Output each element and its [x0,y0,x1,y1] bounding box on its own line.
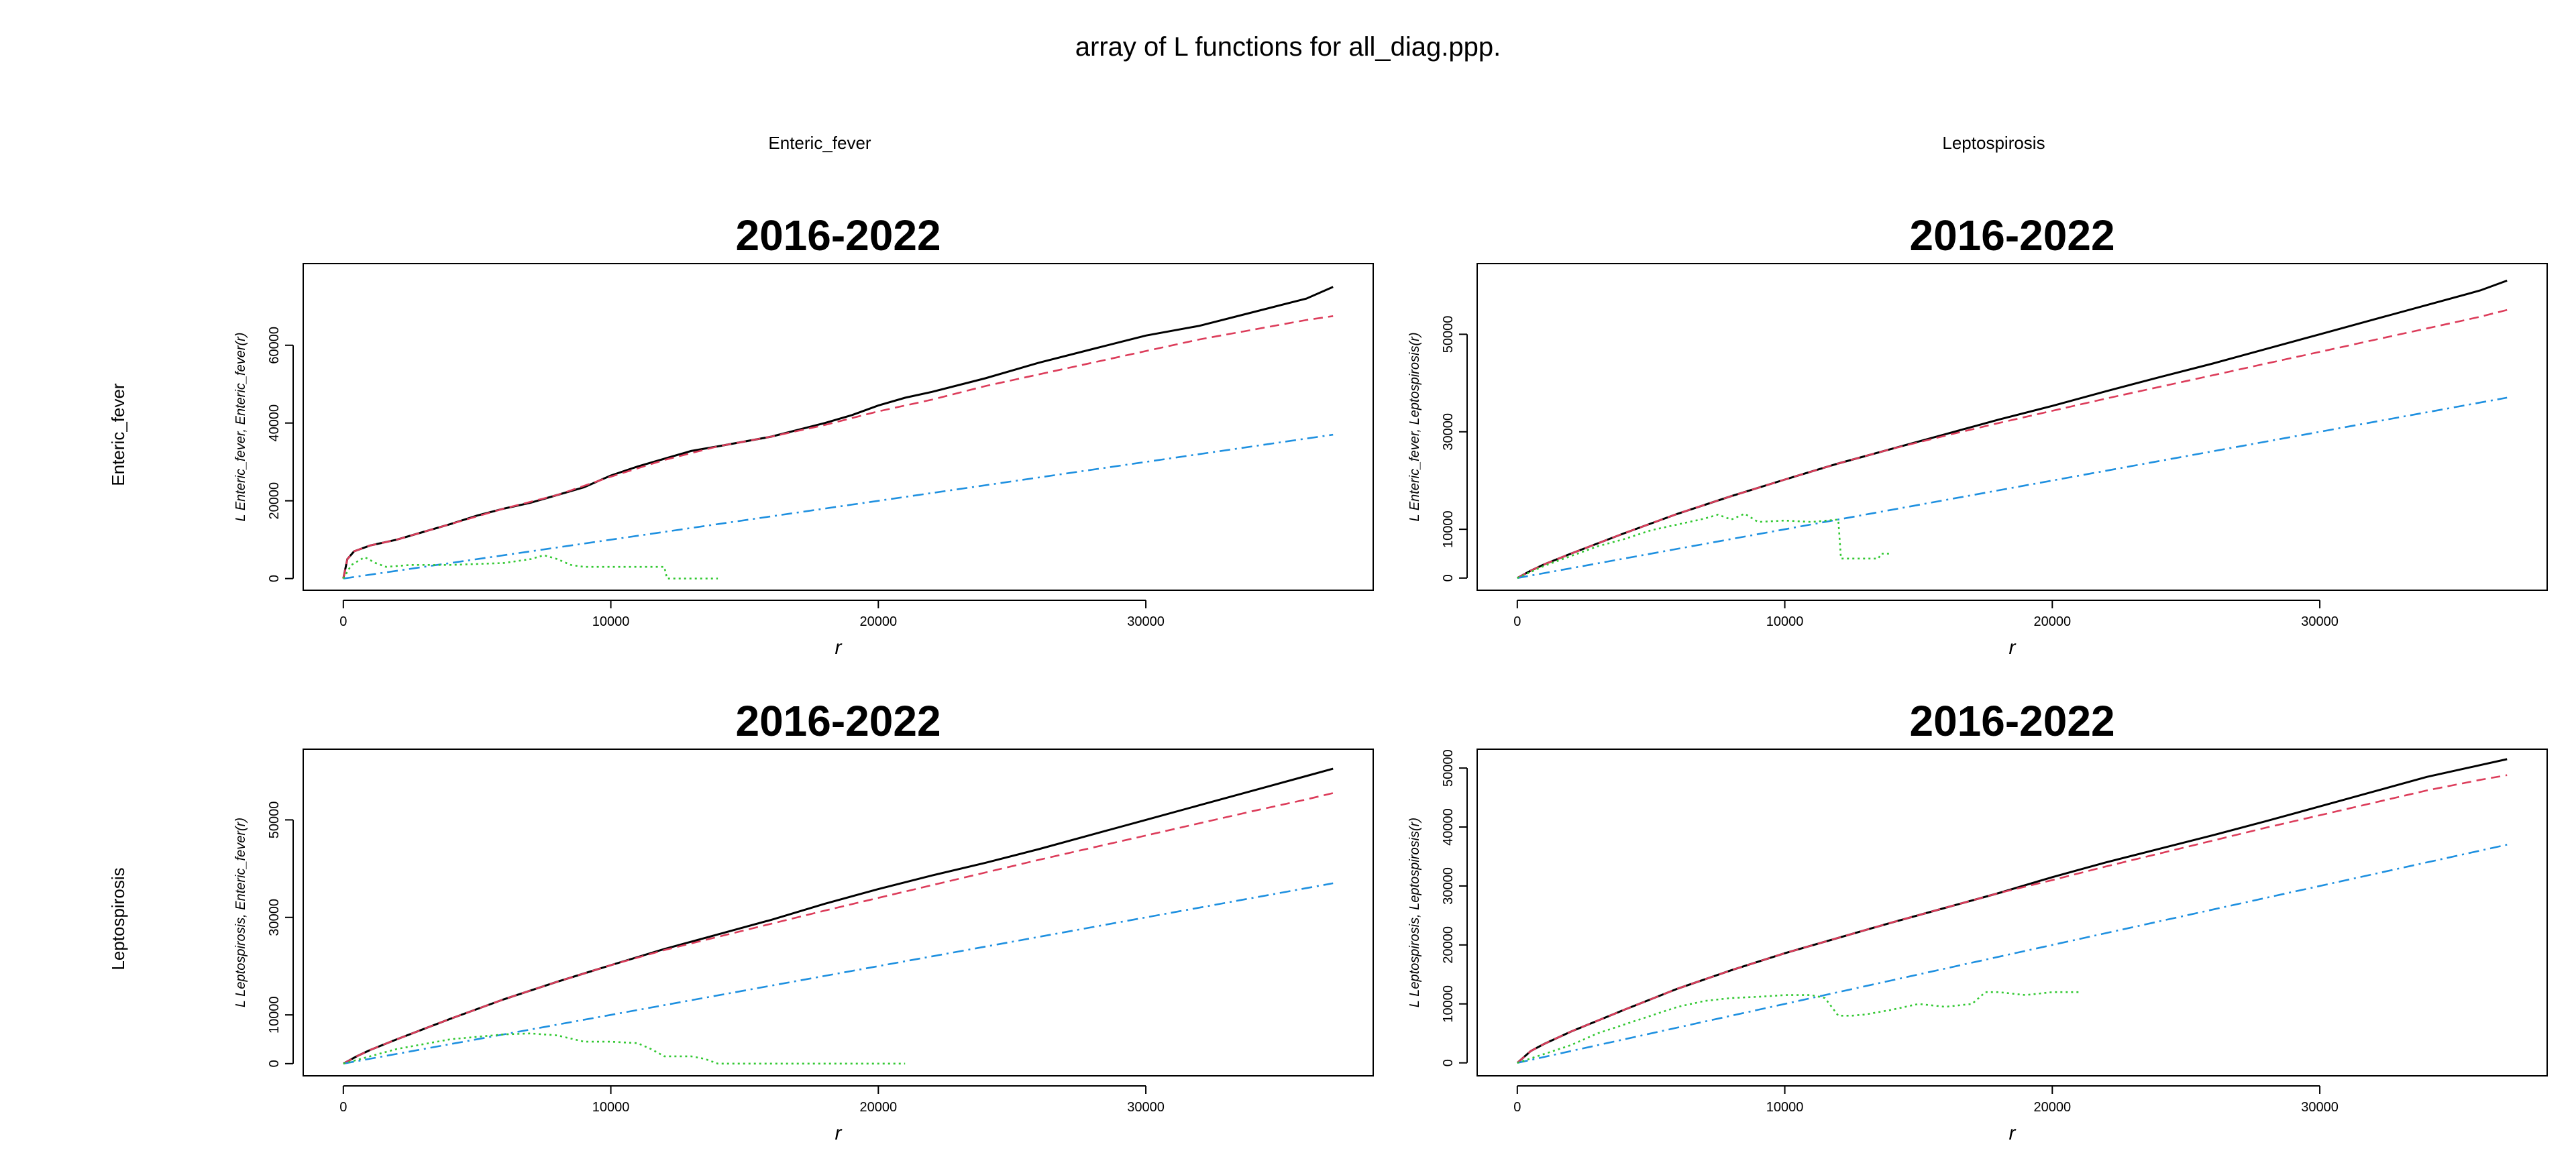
y-tick-label: 30000 [1441,413,1456,451]
series-line-obs [343,769,1333,1064]
series-line-obs [1517,759,2507,1063]
main-title: array of L functions for all_diag.ppp. [1075,32,1501,62]
y-tick-label: 20000 [1441,926,1456,964]
series-line-trans [343,1034,905,1064]
x-tick-label: 20000 [2034,1100,2072,1115]
plot-frame [303,749,1373,1076]
y-axis-label: L Leptospirosis, Enteric_fever(r) [233,818,248,1007]
x-axis-label: r [2009,1122,2017,1144]
y-tick-label: 0 [267,1060,282,1067]
y-tick-label: 0 [1441,1059,1456,1066]
series-line-trans [343,555,718,579]
y-tick-label: 10000 [1441,510,1456,548]
x-tick-label: 0 [1513,1100,1521,1115]
series-line-obs [343,287,1333,579]
y-tick-label: 30000 [1441,867,1456,905]
row-label-enteric-fever: Enteric_fever [108,383,128,486]
x-tick-label: 0 [339,1100,347,1115]
series-line-iso [1517,398,2507,578]
y-axis-label: L Enteric_fever, Leptospirosis(r) [1407,333,1422,522]
plot-frame [303,264,1373,590]
column-label-leptospirosis: Leptospirosis [1942,133,2045,153]
panel-title: 2016-2022 [735,697,941,745]
series-line-iso [1517,844,2507,1062]
y-tick-label: 10000 [1441,985,1456,1023]
panel-1: 2016-2022 0 10000 20000 30000 r 0 20000 40000 600… [233,211,1373,659]
series-line-theo [343,316,1333,578]
y-tick-label: 20000 [267,482,282,520]
y-axis-label: L Enteric_fever, Enteric_fever(r) [233,333,248,522]
y-tick-label: 0 [267,575,282,582]
panel-2: 2016-2022 0 10000 20000 30000 r 0 10000 30000 500… [1407,211,2547,659]
series-line-iso [343,883,1333,1064]
row-label-leptospirosis: Leptospirosis [108,867,128,970]
x-tick-label: 10000 [1766,1100,1804,1115]
y-axis-label: L Leptospirosis, Leptospirosis(r) [1407,818,1422,1007]
series-group [1517,280,2507,577]
series-group [343,769,1333,1064]
y-tick-label: 50000 [267,802,282,839]
plot-frame [1477,264,2547,590]
x-tick-label: 30000 [2301,614,2339,629]
x-axis-label: r [835,1122,843,1144]
x-tick-label: 20000 [860,1100,898,1115]
series-line-theo [1517,310,2507,578]
series-line-obs [1517,280,2507,577]
panels: 2016-2022 0 10000 20000 30000 r 0 20000 40000 600… [233,211,2547,1144]
plot-frame [1477,749,2547,1076]
x-tick-label: 10000 [592,1100,630,1115]
series-line-theo [1517,775,2507,1063]
x-axis-label: r [2009,637,2017,659]
x-tick-label: 20000 [2034,614,2072,629]
x-tick-label: 30000 [1127,614,1165,629]
panel-title: 2016-2022 [735,211,941,260]
y-tick-label: 30000 [267,899,282,936]
x-axis-label: r [835,637,843,659]
series-line-trans [1517,992,2079,1063]
x-tick-label: 20000 [860,614,898,629]
x-tick-label: 30000 [2301,1100,2339,1115]
series-line-iso [343,435,1333,579]
panel-3: 2016-2022 0 10000 20000 30000 r 0 10000 30000 500… [233,697,1373,1144]
x-tick-label: 0 [1513,614,1521,629]
x-tick-label: 0 [339,614,347,629]
y-tick-label: 50000 [1441,749,1456,787]
y-tick-label: 40000 [267,404,282,442]
panel-title: 2016-2022 [1909,211,2114,260]
x-tick-label: 10000 [592,614,630,629]
column-label-enteric-fever: Enteric_fever [768,133,871,153]
series-line-theo [343,793,1333,1063]
y-tick-label: 40000 [1441,808,1456,846]
y-tick-label: 10000 [267,996,282,1034]
panel-title: 2016-2022 [1909,697,2114,745]
x-tick-label: 30000 [1127,1100,1165,1115]
series-group [1517,759,2507,1063]
x-tick-label: 10000 [1766,614,1804,629]
y-tick-label: 60000 [267,327,282,364]
series-line-trans [1517,514,1892,578]
y-tick-label: 50000 [1441,316,1456,353]
y-tick-label: 0 [1441,574,1456,582]
panel-4: 2016-2022 0 10000 20000 30000 r 0 10000 20000 300… [1407,697,2547,1144]
series-group [343,287,1333,579]
